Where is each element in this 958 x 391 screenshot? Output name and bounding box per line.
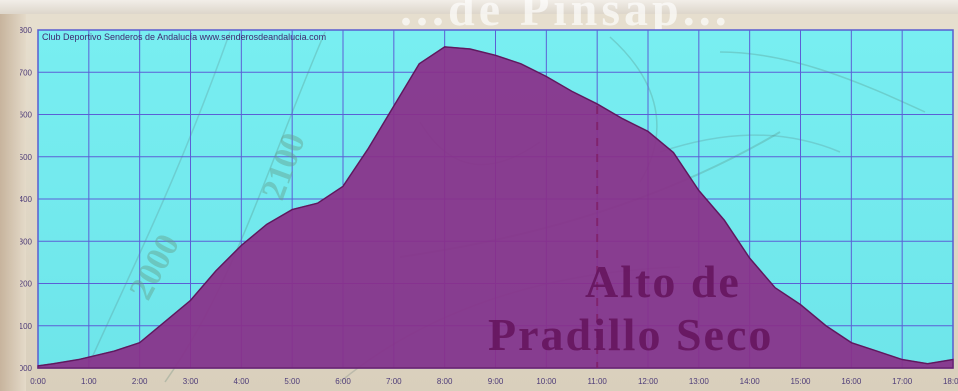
x-tick-label: 9:00: [488, 377, 504, 386]
y-tick-label: 1300: [20, 237, 33, 246]
y-axis-ticks: 1000 1100 1200 1300 1400 1500 1600 1700 1800: [20, 26, 33, 373]
x-tick-label: 10:00: [536, 377, 557, 386]
x-tick-label: 4:00: [234, 377, 250, 386]
y-tick-label: 1500: [20, 153, 33, 162]
elevation-chart-svg: 0:00 1:00 2:00 3:00 4:00 5:00 6:00 7:00 8:00 9:00…: [20, 26, 958, 386]
annotation-alto-de: Alto de: [585, 256, 741, 307]
x-tick-label: 17:00: [892, 377, 913, 386]
x-tick-label: 7:00: [386, 377, 402, 386]
top-background-strip: [0, 0, 958, 14]
annotation-pradillo-seco: Pradillo Seco: [488, 309, 773, 360]
y-tick-label: 1100: [20, 322, 33, 331]
x-axis-ticks: 0:00 1:00 2:00 3:00 4:00 5:00 6:00 7:00 8:00 9:00…: [30, 377, 958, 386]
x-tick-label: 16:00: [841, 377, 862, 386]
elevation-chart: 0:00 1:00 2:00 3:00 4:00 5:00 6:00 7:00 8:00 9:00…: [20, 12, 958, 391]
y-tick-label: 1800: [20, 26, 33, 35]
map-contour-line: [719, 51, 926, 113]
y-tick-label: 1700: [20, 68, 33, 77]
left-background-strip: [0, 0, 26, 391]
x-tick-label: 13:00: [689, 377, 710, 386]
x-tick-label: 2:00: [132, 377, 148, 386]
x-tick-label: 15:00: [790, 377, 811, 386]
y-tick-label: 1400: [20, 195, 33, 204]
y-tick-label: 1000: [20, 364, 33, 373]
x-tick-label: 6:00: [335, 377, 351, 386]
elevation-line: [37, 46, 954, 367]
x-tick-label: 3:00: [183, 377, 199, 386]
x-tick-label: 11:00: [587, 377, 607, 386]
area-layer: [37, 46, 954, 369]
map-contour-line: [89, 31, 231, 363]
chart-title: Club Deportivo Senderos de Andalucía www…: [42, 32, 326, 42]
y-tick-label: 1600: [20, 111, 33, 120]
x-tick-label: 0:00: [30, 377, 46, 386]
x-tick-label: 8:00: [437, 377, 453, 386]
x-tick-label: 1:00: [81, 377, 97, 386]
x-tick-label: 5:00: [284, 377, 300, 386]
x-tick-label: 18:00: [943, 377, 958, 386]
x-tick-label: 14:00: [740, 377, 761, 386]
x-tick-label: 12:00: [638, 377, 659, 386]
y-tick-label: 1200: [20, 280, 33, 289]
